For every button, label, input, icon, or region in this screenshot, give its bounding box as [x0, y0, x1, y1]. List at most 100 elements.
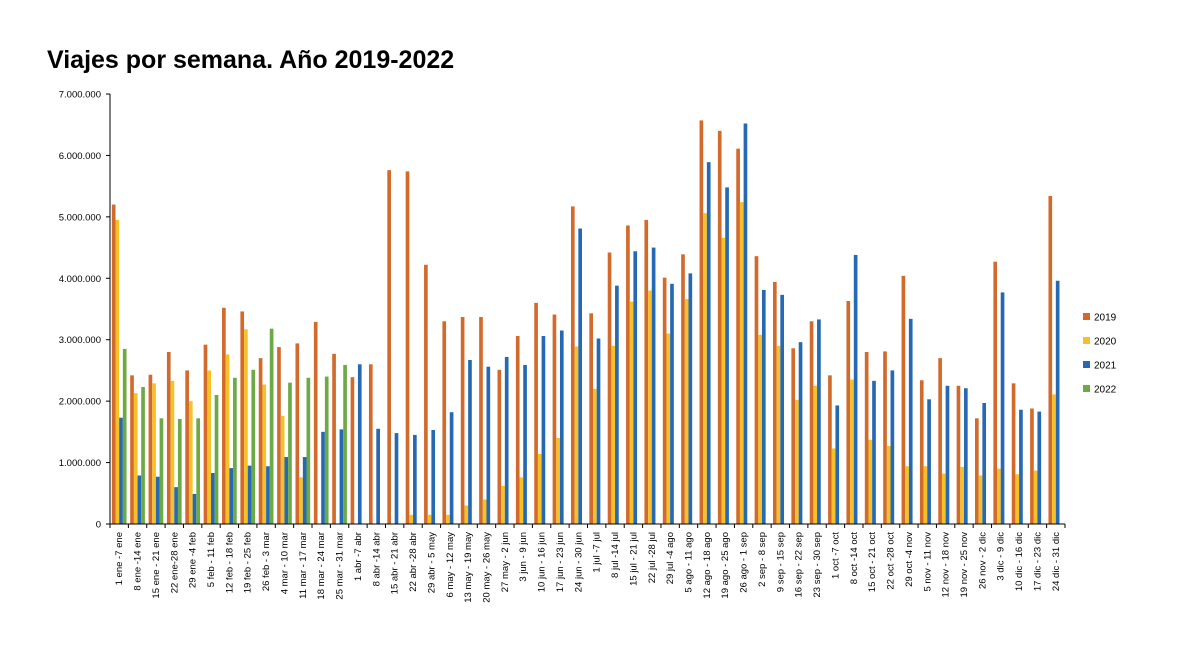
bar-2019 — [1030, 408, 1034, 524]
y-tick-label: 6.000.000 — [59, 151, 101, 162]
x-tick-label: 18 mar - 24 mar — [316, 532, 327, 600]
x-tick-label: 10 dic - 16 dic — [1014, 532, 1025, 591]
bar-2020 — [188, 401, 193, 524]
x-tick-label: 17 jun - 23 jun — [555, 532, 566, 592]
bar-2020 — [225, 354, 230, 524]
chart-title: Viajes por semana. Año 2019-2022 — [47, 46, 455, 74]
bar-2021 — [192, 493, 197, 524]
bar-2020 — [170, 380, 175, 524]
bar-2019 — [460, 316, 465, 524]
legend-label-2019: 2019 — [1094, 313, 1117, 324]
bar-2019 — [203, 344, 208, 524]
bar-2021 — [780, 294, 785, 524]
bar-2019 — [387, 170, 391, 525]
bar-2019 — [148, 374, 153, 524]
bar-2021 — [266, 466, 270, 524]
x-tick-label: 29 abr - 5 may — [426, 532, 437, 593]
x-tick-label: 8 ene -14 ene — [133, 532, 144, 591]
bar-2019 — [479, 316, 483, 524]
bar-2020 — [795, 399, 799, 524]
legend-label-2021: 2021 — [1094, 361, 1117, 372]
bar-2019 — [772, 281, 777, 524]
legend-swatch-2020 — [1083, 337, 1090, 344]
bar-2021 — [963, 388, 968, 524]
y-tick-label: 7.000.000 — [59, 90, 101, 101]
bar-2020 — [684, 299, 689, 524]
x-tick-label: 15 ene - 21 ene — [151, 532, 162, 599]
bar-2021 — [504, 356, 509, 524]
bar-2021 — [486, 366, 491, 524]
x-tick-label: 11 mar - 17 mar — [298, 532, 309, 599]
bar-2020 — [262, 384, 267, 524]
x-tick-label: 1 jul -7 jul — [592, 532, 603, 573]
bar-2019 — [130, 375, 134, 524]
x-tick-label: 19 feb - 25 feb — [243, 532, 254, 593]
bar-2019 — [1048, 195, 1053, 524]
bar-2022 — [159, 418, 164, 524]
bar-2020 — [997, 468, 1001, 524]
x-tick-label: 6 may - 12 may — [445, 532, 456, 598]
x-tick-label: 26 nov - 2 dic — [977, 532, 988, 589]
bar-2021 — [706, 162, 711, 524]
bar-2019 — [975, 418, 979, 524]
bar-2021 — [449, 412, 454, 524]
y-tick-label: 3.000.000 — [59, 335, 101, 346]
bar-2019 — [938, 358, 942, 524]
bar-2019 — [497, 369, 502, 524]
x-tick-label: 27 may - 2 jun — [500, 532, 511, 592]
bar-2019 — [662, 277, 667, 524]
x-tick-label: 12 ago - 18 ago — [702, 532, 713, 599]
bar-2021 — [725, 187, 729, 524]
bar-2019 — [166, 352, 171, 524]
bar-2021 — [541, 336, 546, 524]
bar-2019 — [552, 314, 557, 524]
x-tick-label: 13 may - 19 may — [463, 532, 474, 603]
bar-2020 — [648, 290, 652, 524]
bar-2021 — [761, 289, 766, 524]
x-tick-label: 24 dic - 31 dic — [1051, 532, 1062, 591]
bar-2019 — [864, 352, 869, 524]
y-tick-label: 0 — [96, 520, 101, 531]
bar-2021 — [247, 465, 252, 524]
x-tick-label: 22 abr -28 abr — [408, 532, 419, 592]
bar-2020 — [556, 438, 560, 524]
bar-2019 — [258, 358, 263, 524]
bar-2020 — [464, 505, 469, 524]
bar-2020 — [537, 453, 542, 524]
y-tick-label: 2.000.000 — [59, 397, 101, 408]
bar-2019 — [993, 261, 998, 524]
bar-2021 — [321, 431, 325, 524]
bar-2021 — [596, 338, 601, 524]
x-tick-label: 24 jun - 30 jun — [573, 532, 584, 592]
bar-2019 — [515, 336, 520, 524]
bar-2020 — [978, 475, 983, 524]
x-tick-label: 8 abr -14 abr — [371, 532, 382, 586]
bar-2019 — [313, 321, 318, 524]
bar-2021 — [743, 123, 748, 525]
bar-2021 — [615, 285, 619, 524]
x-tick-label: 25 mar - 31 mar — [335, 532, 346, 600]
x-tick-label: 22 ene-28 ene — [169, 532, 180, 593]
bar-2022 — [343, 364, 347, 524]
bar-2022 — [324, 376, 329, 524]
bar-2019 — [754, 256, 759, 524]
bar-2019 — [111, 204, 116, 524]
x-tick-label: 2 sep - 8 sep — [757, 532, 768, 587]
x-tick-label: 19 ago - 25 ago — [720, 532, 731, 599]
bar-2019 — [442, 321, 447, 524]
bar-2020 — [905, 466, 909, 524]
bar-2021 — [394, 433, 399, 524]
bar-2021 — [890, 370, 895, 524]
bar-2019 — [332, 353, 336, 524]
bar-2019 — [883, 351, 887, 524]
bar-2020 — [574, 346, 579, 524]
x-tick-label: 22 oct -28 oct — [886, 532, 897, 590]
bar-2020 — [519, 477, 524, 524]
bar-2021 — [927, 399, 931, 524]
x-tick-label: 4 mar - 10 mar — [279, 532, 290, 594]
legend-swatch-2019 — [1083, 313, 1090, 320]
bar-2020 — [868, 439, 873, 524]
bar-2020 — [666, 333, 671, 524]
bar-2020 — [850, 379, 854, 524]
x-tick-label: 15 jul - 21 jul — [628, 532, 639, 586]
